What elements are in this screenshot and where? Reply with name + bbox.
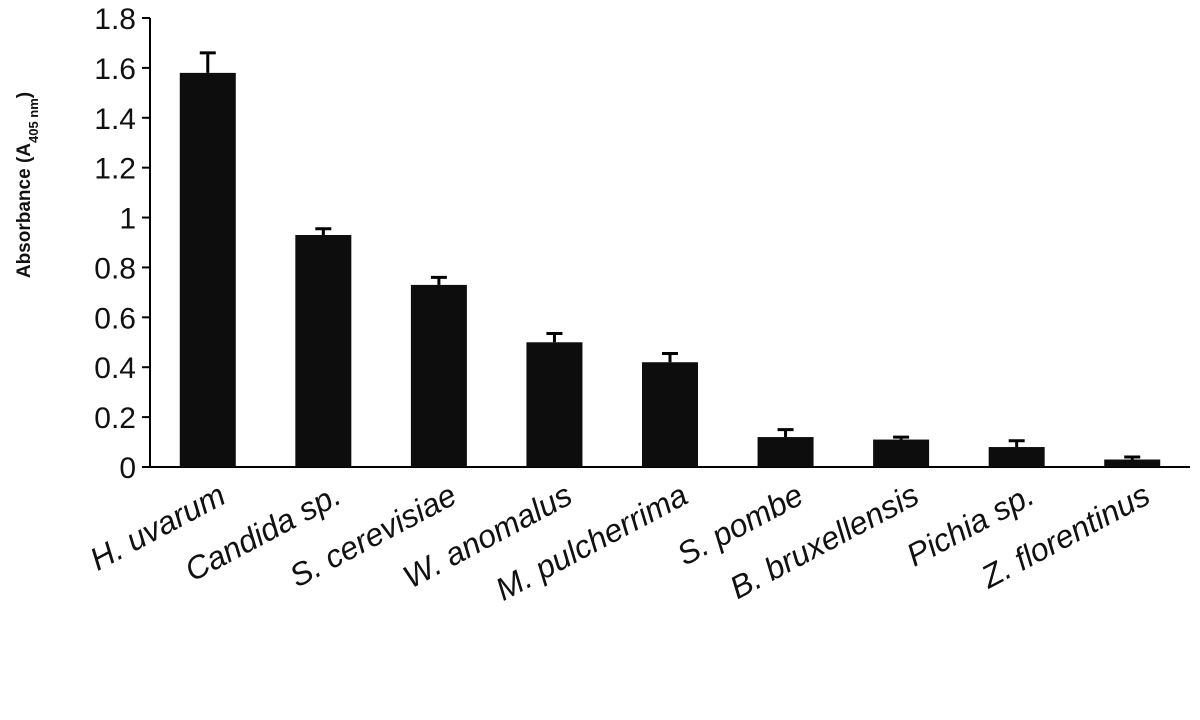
y-tick-label: 0.8	[94, 252, 136, 285]
y-tick-label: 0.4	[94, 352, 136, 385]
y-tick-label: 1.2	[94, 153, 136, 186]
bar	[410, 284, 467, 467]
y-axis-title-suffix: )	[14, 92, 35, 98]
y-tick-label: 0	[119, 452, 136, 485]
y-tick-label: 1.4	[94, 103, 136, 136]
bar	[988, 447, 1045, 467]
y-axis-title: Absorbance (A405 nm)	[14, 92, 41, 278]
bar	[179, 72, 236, 467]
bar	[642, 362, 698, 467]
bar	[873, 439, 930, 467]
bar	[526, 342, 583, 467]
y-ticks: 0 0.2 0.4 0.6 0.8 1 1.2 1.4 1.6 1.8	[94, 3, 150, 485]
y-axis-title-prefix: Absorbance (A	[14, 143, 35, 278]
y-tick-label: 0.6	[94, 302, 136, 335]
error-bars	[199, 51, 1141, 460]
y-axis-title-subscript: 405 nm	[26, 98, 41, 143]
bars	[179, 72, 1161, 467]
y-tick-label: 1	[119, 203, 136, 236]
y-tick-label: 1.6	[94, 53, 136, 86]
bar	[757, 437, 814, 467]
category-label: M. pulcherrima	[490, 476, 694, 607]
bar	[1104, 459, 1161, 467]
bar	[295, 235, 352, 467]
y-tick-label: 1.8	[94, 3, 136, 36]
y-tick-label: 0.2	[94, 402, 136, 435]
